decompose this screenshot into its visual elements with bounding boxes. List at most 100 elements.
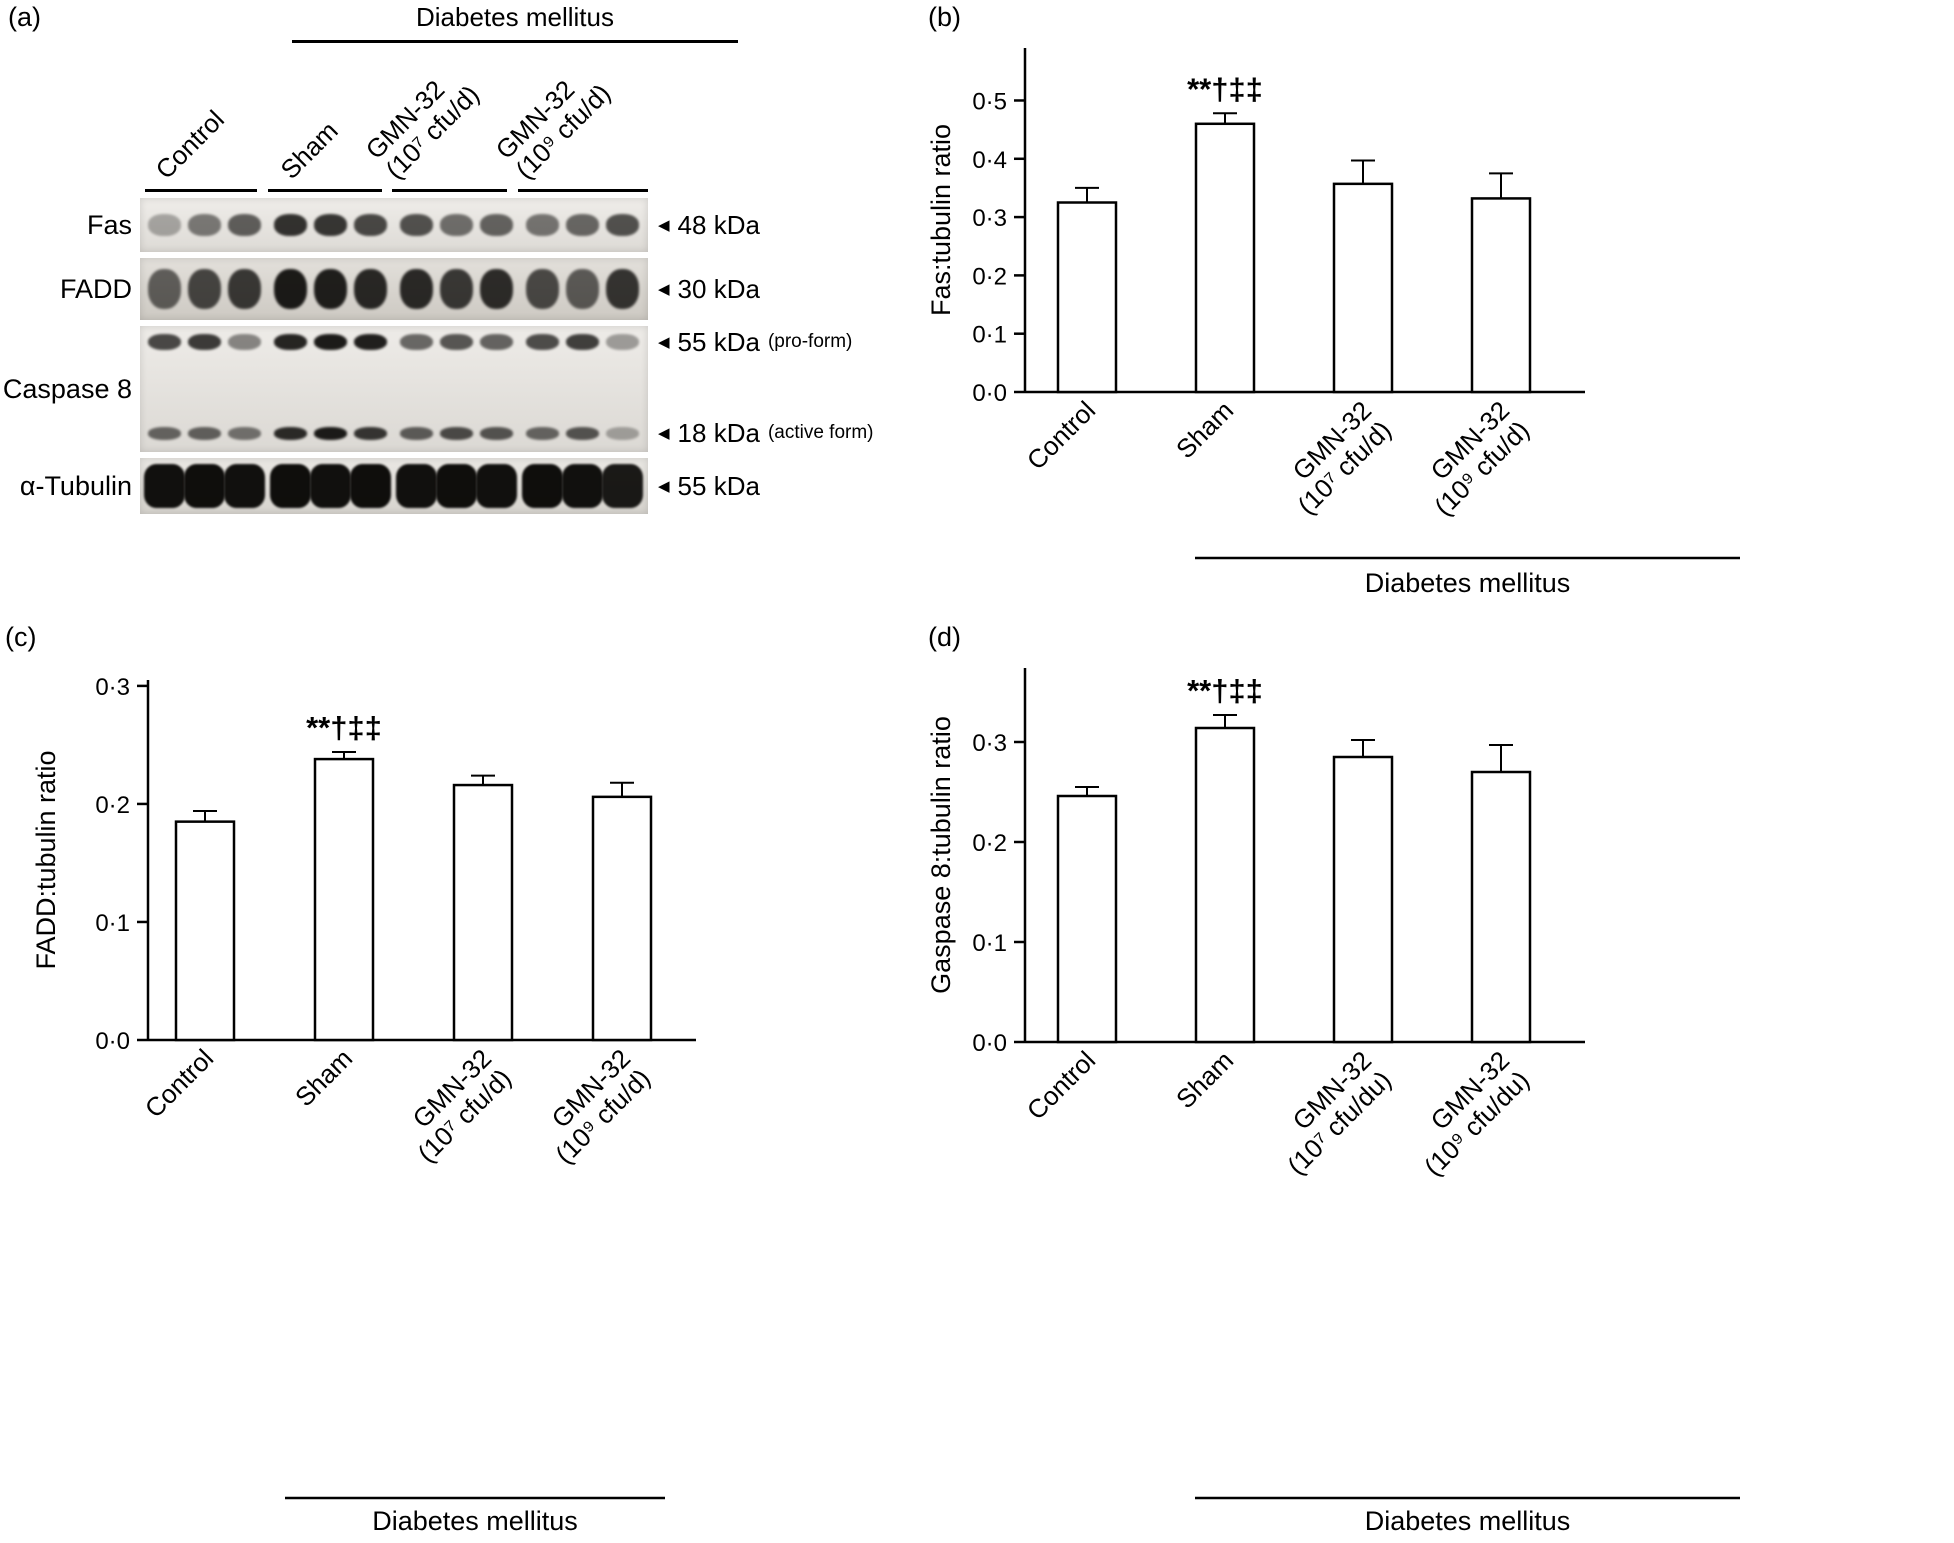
bar: [1470, 770, 1532, 1044]
protein-band: [526, 334, 559, 350]
protein-band: [148, 269, 181, 309]
y-tick-label: 0·1: [972, 930, 1007, 957]
molecular-weight-marker: ◀ 18 kDa (active form): [658, 418, 874, 448]
panel-d-label: (d): [928, 622, 961, 652]
diabetes-bracket-label: Diabetes mellitus: [1365, 568, 1571, 598]
y-tick-label: 0·1: [972, 322, 1007, 349]
protein-band: [566, 427, 599, 440]
blot-row-label: FADD: [59, 273, 132, 304]
kda-label: 55 kDa: [677, 326, 760, 357]
protein-band: [314, 427, 347, 440]
protein-band: [354, 269, 387, 309]
protein-band: [310, 464, 351, 508]
protein-band: [440, 214, 473, 236]
protein-band: [148, 334, 181, 350]
lane-group-label: Control: [149, 104, 230, 185]
lane-group-underline: [145, 189, 257, 192]
y-tick-label: 0·2: [95, 792, 130, 819]
x-tick-label: GMN-32(10⁷ cfu/d): [1287, 395, 1397, 520]
kda-label: 30 kDa: [677, 273, 760, 304]
bar-chart-c: 0·0 0·1 0·2 0·3 FADD:tubulin ratio Control Sha…: [31, 674, 696, 1536]
kda-label: 48 kDa: [677, 209, 760, 240]
band-arrow-icon: ◀: [658, 281, 670, 298]
bar: [591, 795, 653, 1042]
significance-annotation: **†‡‡: [1187, 71, 1263, 106]
x-tick-label: Sham: [1170, 395, 1239, 464]
x-tick-label: GMN-32(10⁹ cfu/d): [546, 1043, 656, 1170]
protein-band: [476, 464, 517, 508]
protein-band: [436, 464, 477, 508]
molecular-weight-marker: ◀ 55 kDa (pro-form): [658, 327, 852, 357]
panel-b-chart: 0·0 0·1 0·2 0·3 0·4 0·5 Fas:tubulin ratio Contr…: [920, 0, 1954, 618]
protein-band: [400, 334, 433, 350]
protein-band: [480, 214, 513, 236]
protein-band: [184, 464, 225, 508]
blot-row-label: Fas: [86, 209, 132, 240]
protein-band: [274, 334, 307, 350]
protein-band: [400, 427, 433, 440]
treatment-group-header: Diabetes mellitus: [292, 2, 738, 33]
x-tick-label: GMN-32(10⁹ cfu/d): [1425, 395, 1535, 522]
panel-c-chart: 0·0 0·1 0·2 0·3 FADD:tubulin ratio Control Sha…: [0, 620, 770, 1540]
lane-group-label: GMN-32 (10⁹ cfu/d): [489, 74, 617, 185]
x-tick-label-line: Sham: [1170, 395, 1239, 464]
protein-band: [354, 334, 387, 350]
x-tick-label-line: Sham: [1170, 1045, 1239, 1114]
protein-band: [602, 464, 643, 508]
x-tick-label: GMN-32(10⁷ cfu/du): [1281, 1045, 1397, 1181]
y-tick-label: 0·5: [972, 88, 1007, 115]
y-tick-label: 0·3: [95, 674, 130, 701]
protein-band: [400, 214, 433, 236]
y-tick-label: 0·0: [95, 1028, 130, 1055]
y-tick-label: 0·3: [972, 205, 1007, 232]
blot-image: [140, 326, 648, 452]
blot-image: [140, 198, 648, 252]
kda-label: 18 kDa: [677, 417, 760, 448]
lane-group-underline: [268, 189, 382, 192]
protein-band: [148, 427, 181, 440]
y-axis-title: Fas:tubulin ratio: [926, 124, 956, 316]
bar: [1194, 122, 1256, 394]
protein-band: [228, 427, 261, 440]
x-tick-label-line: Control: [1021, 395, 1101, 475]
protein-band: [440, 334, 473, 350]
band-arrow-icon: ◀: [658, 425, 670, 442]
protein-band: [440, 269, 473, 309]
protein-band: [400, 269, 433, 309]
lane-group-underline: [518, 189, 648, 192]
significance-annotation: **†‡‡: [1187, 673, 1263, 708]
diabetes-bracket-label: Diabetes mellitus: [372, 1506, 578, 1536]
protein-band: [480, 427, 513, 440]
y-axis-title: Gaspase 8:tubulin ratio: [926, 716, 956, 994]
blot-image: [140, 258, 648, 320]
x-tick-label: Sham: [289, 1043, 358, 1112]
lane-group-label: GMN-32 (10⁷ cfu/d): [359, 74, 486, 185]
bar: [1056, 794, 1118, 1044]
protein-band: [274, 269, 307, 309]
significance-annotation: **†‡‡: [306, 710, 382, 745]
molecular-weight-marker: ◀ 30 kDa: [658, 274, 760, 304]
x-tick-label-line: Sham: [289, 1043, 358, 1112]
protein-band: [314, 334, 347, 350]
molecular-weight-marker: ◀ 48 kDa: [658, 210, 760, 240]
molecular-weight-marker: ◀ 55 kDa: [658, 471, 760, 501]
protein-band: [314, 214, 347, 236]
bar: [174, 820, 236, 1042]
protein-band: [188, 427, 221, 440]
x-tick-label: Control: [1021, 395, 1101, 475]
y-tick-label: 0·0: [972, 380, 1007, 407]
bar: [1332, 182, 1394, 394]
protein-band: [188, 269, 221, 309]
kda-label: 55 kDa: [677, 470, 760, 501]
protein-band: [350, 464, 391, 508]
protein-band: [480, 269, 513, 309]
protein-band: [228, 334, 261, 350]
diabetes-bracket-label: Diabetes mellitus: [1365, 1506, 1571, 1536]
protein-band: [606, 334, 639, 350]
x-tick-label: GMN-32(10⁹ cfu/du): [1418, 1045, 1535, 1182]
protein-band: [606, 269, 639, 309]
protein-band: [566, 334, 599, 350]
protein-band: [314, 269, 347, 309]
y-tick-label: 0·0: [972, 1030, 1007, 1057]
